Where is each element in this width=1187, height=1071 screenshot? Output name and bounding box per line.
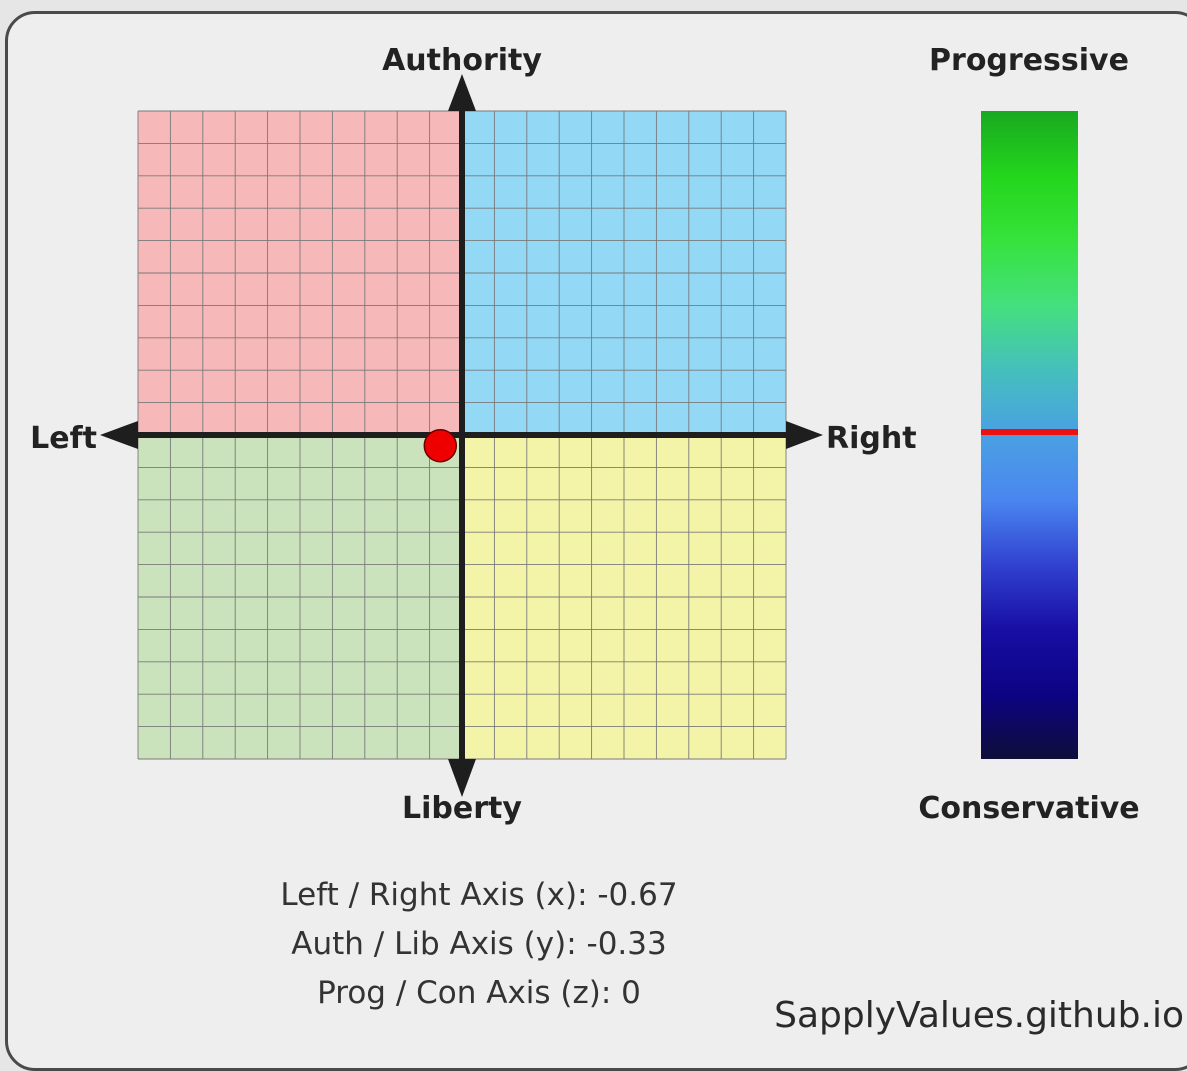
conservative-label: Conservative: [918, 791, 1139, 826]
right-label: Right: [826, 421, 917, 456]
result-point: [423, 428, 458, 463]
liberty-label: Liberty: [402, 791, 522, 826]
political-compass-chart: Authority Liberty Left Right Progressive…: [30, 43, 1184, 1036]
source-url: SapplyValues.github.io: [774, 995, 1184, 1036]
point-layer: [423, 428, 458, 463]
authority-label: Authority: [382, 43, 542, 78]
progressive-label: Progressive: [929, 43, 1129, 78]
x-axis-readout: Left / Right Axis (x): -0.67: [280, 877, 677, 913]
progressive-conservative-scale: [981, 111, 1078, 759]
left-arrow-icon: [100, 421, 138, 449]
z-axis-readout: Prog / Con Axis (z): 0: [317, 975, 641, 1011]
down-arrow-icon: [448, 759, 476, 797]
axes: [100, 74, 823, 797]
right-arrow-icon: [786, 421, 823, 449]
left-label: Left: [30, 421, 97, 456]
up-arrow-icon: [448, 74, 476, 111]
y-axis-readout: Auth / Lib Axis (y): -0.33: [291, 926, 666, 962]
